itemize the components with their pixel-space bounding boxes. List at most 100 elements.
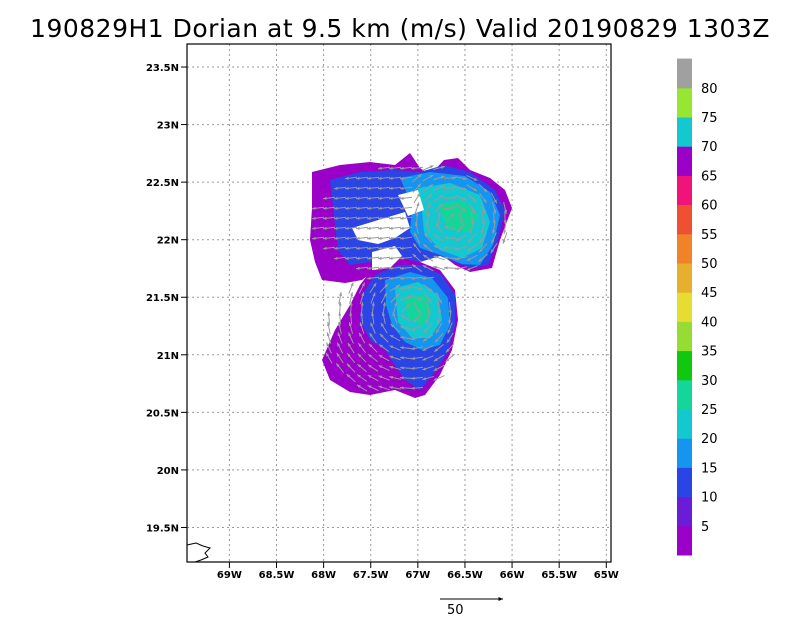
wind-vector	[448, 301, 452, 315]
wind-vector	[435, 292, 443, 304]
wind-vector	[502, 232, 508, 244]
wind-vector	[455, 203, 467, 213]
wind-vector	[400, 325, 412, 330]
wind-vector	[399, 226, 413, 230]
wind-vector	[333, 196, 347, 200]
wind-vector	[413, 232, 421, 244]
wind-vector	[411, 294, 423, 302]
wind-vector	[459, 212, 464, 224]
wind-vector	[445, 213, 455, 223]
wind-vector	[368, 353, 378, 363]
wind-vector	[413, 302, 421, 314]
wind-vector	[455, 176, 467, 181]
wind-vector	[490, 242, 498, 254]
y-tick-label: 23N	[157, 121, 179, 132]
wind-vector	[355, 226, 369, 230]
wind-vector	[443, 176, 457, 180]
wind-vector	[337, 322, 342, 334]
wind-vector	[410, 366, 424, 370]
wind-vector	[367, 374, 379, 382]
x-tick-label: 66W	[500, 570, 525, 581]
wind-vector	[311, 226, 325, 230]
wind-vector	[426, 211, 430, 225]
colorbar-segment	[677, 146, 692, 176]
wind-vector	[411, 285, 423, 291]
wind-vector	[466, 174, 478, 182]
colorbar-segment	[677, 58, 692, 89]
wind-vector	[388, 276, 402, 280]
wind-vector	[422, 334, 434, 342]
x-tick-label: 67W	[405, 570, 430, 581]
wind-vector	[400, 295, 412, 301]
wind-vector	[333, 226, 347, 230]
wind-vector	[338, 311, 342, 325]
wind-vector	[378, 354, 390, 362]
colorbar-segment	[677, 87, 692, 118]
colorbar-segment	[677, 379, 692, 410]
colorbar-label: 5	[701, 520, 709, 535]
wind-vector	[422, 365, 434, 371]
wind-vector	[399, 166, 413, 170]
wind-vector	[399, 386, 413, 390]
wind-vector	[356, 374, 368, 382]
wind-vector	[468, 202, 476, 214]
colorbar-label: 45	[701, 286, 718, 301]
wind-vector	[422, 165, 434, 171]
wind-vector	[399, 206, 413, 210]
wind-vector	[377, 236, 391, 240]
reference-label: 50	[447, 603, 464, 618]
colorbar-segment	[677, 496, 692, 527]
wind-vector	[344, 186, 358, 190]
colorbar-segment	[677, 467, 692, 498]
wind-vector	[433, 375, 445, 381]
wind-vector	[491, 202, 497, 214]
wind-vector	[456, 223, 466, 233]
x-tick-label: 65.5W	[541, 570, 577, 581]
wind-vector	[389, 365, 401, 371]
wind-vector	[423, 193, 433, 203]
wind-vector	[470, 211, 474, 225]
wind-vector	[367, 384, 379, 392]
wind-vector	[491, 232, 497, 244]
x-tick-label: 66.5W	[447, 570, 483, 581]
wind-vector	[388, 226, 402, 230]
wind-vector	[366, 236, 380, 240]
wind-vector	[399, 216, 413, 220]
wind-vector	[392, 312, 398, 324]
wind-vector	[337, 332, 343, 344]
wind-vector	[445, 353, 455, 363]
wind-vector	[344, 256, 358, 260]
wind-vector	[410, 276, 424, 280]
wind-vector	[333, 186, 347, 190]
wind-vector	[388, 216, 402, 220]
wind-vector	[422, 254, 434, 262]
wind-vector	[366, 196, 380, 200]
wind-vector	[388, 166, 402, 170]
y-tick-label: 22.5N	[146, 178, 179, 189]
wind-vector	[377, 226, 391, 230]
wind-vector	[433, 194, 445, 202]
wind-vector	[388, 176, 402, 180]
wind-vector	[479, 192, 487, 204]
wind-vector	[399, 276, 413, 280]
wind-vector	[433, 234, 445, 242]
colorbar-segment	[677, 292, 692, 322]
wind-vector	[479, 232, 487, 244]
wind-vector	[399, 356, 413, 360]
wind-vector	[411, 325, 423, 331]
wind-vector	[355, 176, 369, 180]
wind-vector	[455, 195, 467, 201]
wind-vector	[480, 202, 486, 214]
wind-vector	[448, 311, 452, 325]
wind-vector	[444, 225, 456, 230]
wind-vector	[399, 286, 413, 290]
wind-vector	[399, 266, 413, 270]
wind-vector	[422, 174, 434, 182]
wind-vector	[344, 216, 358, 220]
wind-vector	[366, 276, 380, 280]
wind-vector	[366, 186, 380, 190]
wind-vector	[355, 246, 369, 250]
colorbar: 5 10 15 20 25 30 35 40 45 50 55 60 65 70 75 80	[677, 58, 718, 556]
wind-vector	[399, 246, 413, 250]
wind-vector	[399, 336, 413, 340]
